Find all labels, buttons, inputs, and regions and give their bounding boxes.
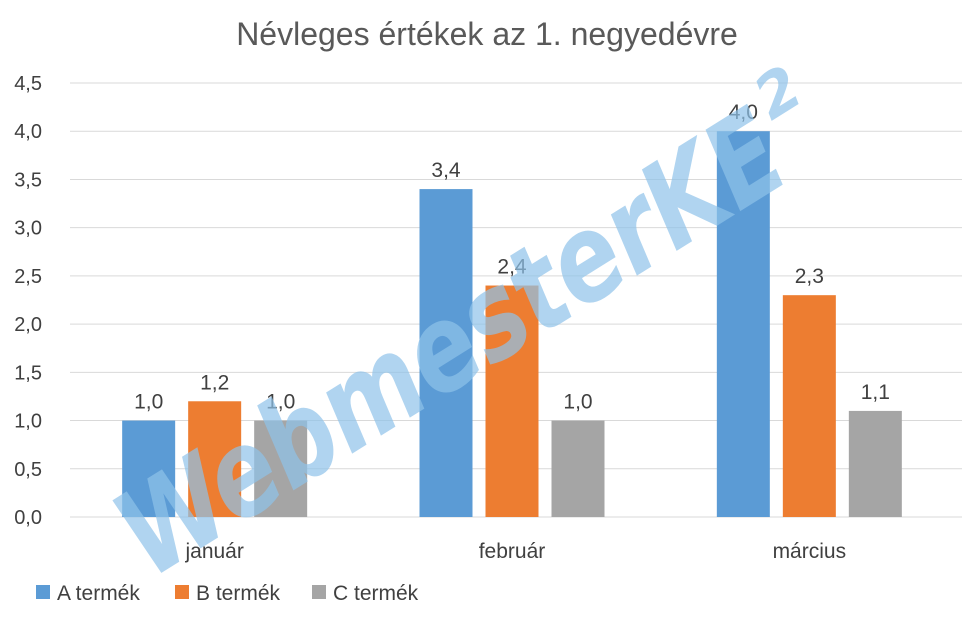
legend-swatch: [36, 585, 50, 599]
legend-label: A termék: [57, 582, 140, 605]
data-label: 1,0: [134, 391, 163, 414]
bar-2-3: [782, 295, 836, 517]
y-tick-label: 2,0: [14, 314, 42, 336]
legend-swatch: [175, 585, 189, 599]
bar-2-2: [485, 285, 539, 517]
data-label: 1,0: [563, 391, 592, 414]
y-tick-label: 3,0: [14, 218, 42, 240]
data-label: 3,4: [431, 159, 461, 182]
data-label: 2,4: [497, 256, 527, 279]
y-tick-label: 1,0: [14, 411, 42, 433]
legend-label: C termék: [333, 582, 419, 605]
x-category-label: február: [479, 540, 546, 563]
data-label: 1,2: [200, 371, 229, 394]
y-tick-label: 3,5: [14, 169, 42, 191]
bar-3-3: [848, 410, 902, 517]
x-category-label: március: [773, 540, 847, 563]
data-label: 4,0: [729, 101, 758, 124]
y-tick-label: 4,5: [14, 73, 42, 95]
legend: A termék B termék C termék: [36, 582, 419, 605]
y-tick-label: 4,0: [14, 121, 42, 143]
chart-title: Névleges értékek az 1. negyedévre: [236, 16, 738, 52]
y-axis-ticks: 0,0 0,5 1,0 1,5 2,0 2,5 3,0 3,5 4,0 4,5: [14, 73, 42, 529]
legend-label: B termék: [196, 582, 281, 605]
y-tick-label: 0,0: [14, 507, 42, 529]
y-tick-label: 1,5: [14, 362, 42, 384]
data-label: 2,3: [795, 265, 824, 288]
legend-swatch: [312, 585, 326, 599]
x-axis-categories: január február március: [184, 540, 846, 563]
bar-3-1: [254, 420, 308, 517]
bar-2-1: [188, 401, 242, 517]
data-label: 1,0: [266, 391, 295, 414]
bars: 1,0 1,2 1,0 3,4 2,4 1,0 4,0 2,3 1,1: [122, 101, 902, 518]
data-label: 1,1: [861, 381, 890, 404]
bar-1-1: [122, 420, 176, 517]
bar-3-2: [551, 420, 605, 517]
y-tick-label: 0,5: [14, 459, 42, 481]
x-category-label: január: [184, 540, 243, 563]
y-tick-label: 2,5: [14, 266, 42, 288]
bar-1-2: [419, 189, 473, 518]
bar-1-3: [716, 131, 770, 517]
